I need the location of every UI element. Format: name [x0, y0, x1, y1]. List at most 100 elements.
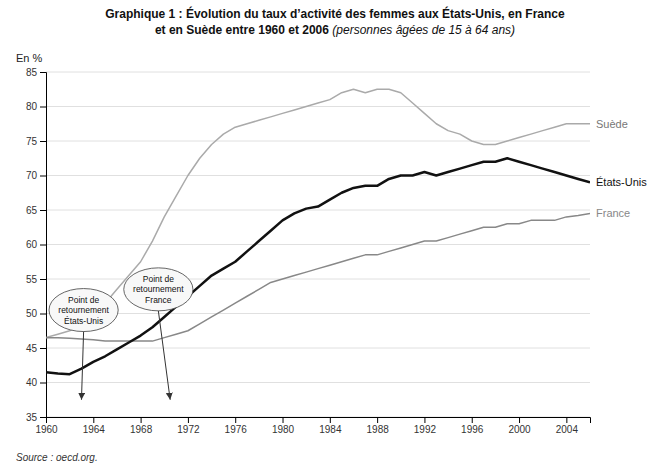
x-tick-label: 1976 [225, 424, 248, 435]
x-tick-label: 1984 [319, 424, 342, 435]
y-tick-label: 35 [26, 412, 38, 423]
y-tick-mark [40, 279, 46, 280]
grid-line [46, 313, 590, 314]
y-tick-mark [40, 141, 46, 142]
annotation: Point deretournementÉtats-Unis [49, 289, 118, 400]
x-axis: 1960 1964 1968 1972 1976 1980 1984 1988 1992 1996… [35, 417, 590, 435]
title-line: et en Suède entre 1960 et 2006 (personne… [155, 23, 515, 37]
series-line [46, 213, 590, 341]
chart: Graphique 1 : Évolution du taux d’activi… [0, 0, 670, 469]
y-tick-mark [40, 72, 46, 73]
y-tick-mark [40, 107, 46, 108]
y-tick: 40 [26, 377, 46, 388]
y-tick: 65 [26, 205, 46, 216]
x-tick-label: 1960 [35, 424, 58, 435]
grid-line [46, 210, 590, 211]
x-tick-label: 1992 [414, 424, 437, 435]
x-tick: 1996 [461, 417, 484, 435]
x-tick: 1988 [367, 417, 390, 435]
y-axis-title: En % [16, 52, 43, 64]
x-tick: 2000 [508, 417, 531, 435]
grid-line [46, 244, 590, 245]
annotation-line: Point de [68, 295, 99, 305]
x-tick-label: 2004 [556, 424, 579, 435]
x-tick-mark [283, 417, 284, 423]
x-tick: 1960 [35, 417, 58, 435]
source: Source : oecd.org. [16, 452, 98, 463]
y-tick: 75 [26, 136, 46, 147]
x-tick: 1980 [272, 417, 295, 435]
title: et en Suède entre 1960 et 2006 [155, 23, 329, 37]
x-tick-label: 1980 [272, 424, 295, 435]
x-tick-label: 2000 [508, 424, 531, 435]
title: Graphique 1 : Évolution du taux d’activi… [105, 6, 565, 21]
annotation-line: Point de [143, 274, 174, 284]
grid-line [46, 106, 590, 107]
annotation-ellipse [49, 289, 118, 332]
x-tick-mark [424, 417, 425, 423]
grid-line [46, 348, 590, 349]
y-tick-label: 85 [26, 67, 38, 78]
y-tick-mark [40, 176, 46, 177]
annotations: Point deretournementÉtats-UnisPoint dere… [49, 268, 193, 400]
lines [46, 89, 590, 374]
y-tick: 35 [26, 412, 46, 423]
annotation-line: France [145, 295, 172, 305]
x-tick: 1992 [414, 417, 437, 435]
series-label: États-Unis [596, 176, 647, 188]
annotation-line: retournement [58, 305, 109, 315]
annotation-ellipse [124, 268, 193, 311]
x-tick-mark [141, 417, 142, 423]
series-line [46, 89, 590, 337]
series-line [46, 158, 590, 374]
annotation-text: Point deretournementFrance [133, 274, 184, 305]
y-tick-label: 50 [26, 308, 38, 319]
x-tick-mark [188, 417, 189, 423]
y-tick-label: 75 [26, 136, 38, 147]
y-tick: 45 [26, 343, 46, 354]
y-tick-mark [40, 210, 46, 211]
plot: 1960 1964 1968 1972 1976 1980 1984 1988 1992 1996… [26, 67, 647, 435]
x-axis-line [47, 418, 591, 424]
y-tick-label: 55 [26, 274, 38, 285]
y-tick-mark [40, 383, 46, 384]
y-tick-mark [40, 417, 46, 418]
y-tick-label: 40 [26, 377, 38, 388]
annotation-line: États-Unis [64, 316, 103, 326]
series-label: France [596, 207, 630, 219]
x-tick-mark [472, 417, 473, 423]
y-tick-label: 45 [26, 343, 38, 354]
annotation-text: Point deretournementÉtats-Unis [58, 295, 109, 326]
x-tick-mark [377, 417, 378, 423]
grid-line [46, 175, 590, 176]
series-label: Suède [596, 118, 628, 130]
x-tick-label: 1968 [130, 424, 153, 435]
y-tick: 85 [26, 67, 46, 78]
x-tick-label: 1988 [367, 424, 390, 435]
x-tick-mark [519, 417, 520, 423]
y-tick-label: 70 [26, 170, 38, 181]
grid [46, 72, 590, 417]
subtitle: (personnes âgées de 15 à 64 ans) [329, 23, 515, 37]
x-tick: 2004 [556, 417, 579, 435]
annotation-line: retournement [133, 284, 184, 294]
y-tick-label: 60 [26, 239, 38, 250]
y-tick-mark [40, 245, 46, 246]
x-tick-label: 1964 [83, 424, 106, 435]
x-tick-mark [330, 417, 331, 423]
y-tick-mark [40, 314, 46, 315]
x-tick-mark [93, 417, 94, 423]
x-tick: 1984 [319, 417, 342, 435]
y-axis: 35 40 45 50 55 60 65 70 75 80 85 [26, 67, 47, 423]
y-tick: 55 [26, 274, 46, 285]
grid-line [46, 382, 590, 383]
x-tick: 1976 [225, 417, 248, 435]
x-tick-mark [235, 417, 236, 423]
y-tick-mark [40, 348, 46, 349]
y-tick-label: 80 [26, 101, 38, 112]
series-labels: Suède France États-Unis [596, 118, 647, 220]
grid-line [46, 72, 590, 73]
y-tick-label: 65 [26, 205, 38, 216]
x-tick-label: 1972 [177, 424, 200, 435]
x-tick: 1964 [83, 417, 106, 435]
